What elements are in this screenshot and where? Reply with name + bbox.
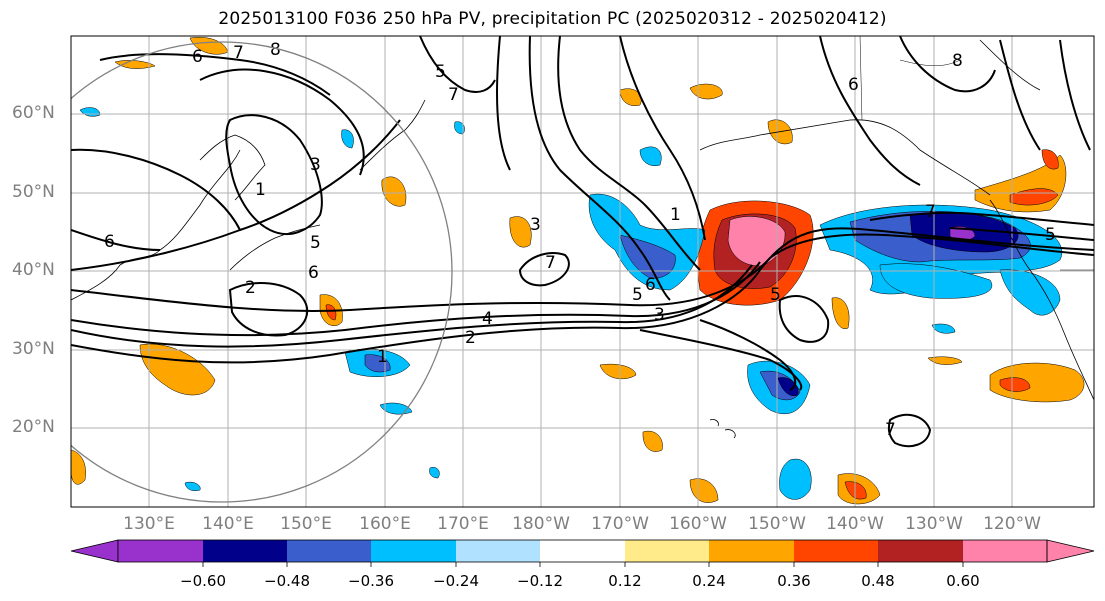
lon-label-140w: 140°W <box>826 514 884 534</box>
contour-label: 8 <box>270 40 281 60</box>
colorbar-frame <box>117 539 1048 563</box>
contour-label: 6 <box>308 263 319 283</box>
map-plot-area: 1 2 3 4 5 6 7 8 2 6 6 1 1 6 8 5 7 7 5 6 … <box>71 36 1094 507</box>
lat-label-50n: 50°N <box>12 182 55 202</box>
contour-label-group: 1 2 3 4 5 6 7 8 2 6 6 1 1 6 8 5 7 7 5 6 … <box>104 40 1056 440</box>
contour-label: 6 <box>104 232 115 252</box>
colorbar-tick-label: 0.24 <box>692 572 726 590</box>
colorbar-extend-right <box>1046 539 1095 563</box>
contour-label: 2 <box>465 328 476 348</box>
contour-label: 3 <box>310 155 321 175</box>
colorbar-bin <box>709 540 794 562</box>
colorbar-bin <box>963 540 1047 562</box>
contour-label: 4 <box>482 309 493 329</box>
contour-label: 5 <box>435 62 446 82</box>
lat-label-20n: 20°N <box>12 417 55 437</box>
colorbar-tick-label: 0.12 <box>608 572 642 590</box>
coastlines <box>71 39 1094 439</box>
lat-label-60n: 60°N <box>12 103 55 123</box>
colorbar-bin <box>625 540 709 562</box>
lon-label-150w: 150°W <box>748 514 806 534</box>
lat-label-40n: 40°N <box>12 260 55 280</box>
contour-label: 7 <box>885 420 896 440</box>
contour-label: 2 <box>245 278 256 298</box>
lon-label-170w: 170°W <box>591 514 649 534</box>
colorbar-bin <box>878 540 963 562</box>
lon-label-140e: 140°E <box>202 514 254 534</box>
colorbar-bin <box>456 540 540 562</box>
contour-label: 1 <box>377 347 388 367</box>
contour-label: 7 <box>448 85 459 105</box>
precip-shading <box>71 37 1085 505</box>
colorbar-bin <box>118 540 203 562</box>
contour-label: 8 <box>952 51 963 71</box>
colorbar-bin <box>540 540 625 562</box>
contour-label: 7 <box>545 253 556 273</box>
contour-label: 6 <box>645 275 656 295</box>
colorbar-extend-left <box>70 539 119 563</box>
colorbar-bin <box>371 540 456 562</box>
contour-label: 1 <box>255 180 266 200</box>
country-borders <box>859 36 1094 271</box>
colorbar-tick-label: 0.36 <box>777 572 811 590</box>
lon-label-160e: 160°E <box>359 514 411 534</box>
contour-label: 5 <box>310 233 321 253</box>
contour-label: 5 <box>632 285 643 305</box>
colorbar-tick-label: 0.48 <box>861 572 895 590</box>
contour-label: 7 <box>925 202 936 222</box>
lon-label-180w: 180°W <box>512 514 570 534</box>
plot-frame <box>70 35 1095 508</box>
colorbar-tick-label: −0.60 <box>180 572 226 590</box>
contour-label: 5 <box>770 285 781 305</box>
lon-label-130e: 130°E <box>123 514 175 534</box>
range-circle <box>71 41 453 503</box>
lon-label-170e: 170°E <box>437 514 489 534</box>
colorbar-tick-label: −0.24 <box>433 572 479 590</box>
colorbar-tick-label: 0.60 <box>946 572 980 590</box>
colorbar-tick-label: −0.12 <box>517 572 563 590</box>
colorbar <box>70 539 1095 567</box>
colorbar-bin <box>287 540 371 562</box>
lon-label-160w: 160°W <box>669 514 727 534</box>
contour-label: 6 <box>848 75 859 95</box>
map-title: 2025013100 F036 250 hPa PV, precipitatio… <box>218 9 887 29</box>
colorbar-bin <box>794 540 878 562</box>
lon-label-130w: 130°W <box>905 514 963 534</box>
contour-label: 3 <box>654 305 665 325</box>
pv-contours <box>71 36 1094 448</box>
lon-label-150e: 150°E <box>280 514 332 534</box>
contour-label: 6 <box>192 47 203 67</box>
colorbar-tick-label: −0.48 <box>264 572 310 590</box>
lon-label-120w: 120°W <box>983 514 1041 534</box>
contour-label: 7 <box>233 43 244 63</box>
contour-label: 3 <box>530 215 541 235</box>
contour-label: 1 <box>670 205 681 225</box>
lat-label-30n: 30°N <box>12 339 55 359</box>
colorbar-bin <box>203 540 287 562</box>
colorbar-tick-label: −0.36 <box>348 572 394 590</box>
contour-label: 5 <box>1045 225 1056 245</box>
